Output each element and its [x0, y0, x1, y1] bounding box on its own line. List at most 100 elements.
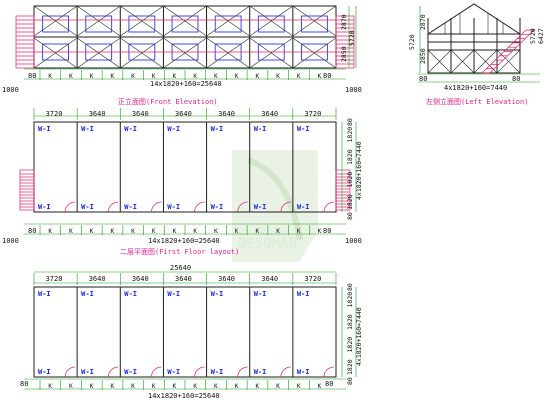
- first-floor-plan: 3720 3640 3640 3640 3640 3640 3720 W-IW-IW-IW-…: [2, 108, 363, 256]
- door-swing: [107, 366, 119, 378]
- ff-side-right: 1000: [345, 237, 362, 245]
- top-dim-label: 3640: [132, 275, 149, 283]
- front-k-label: K: [276, 73, 280, 80]
- room-label-bottom: W-I: [38, 368, 51, 376]
- left-base-total: 4x1820+160=7440: [444, 84, 507, 92]
- room-label-bottom: W-I: [167, 368, 180, 376]
- room-label-top: W-I: [254, 125, 267, 133]
- front-bracing: [120, 5, 164, 69]
- front-side-left: 1000: [2, 86, 19, 94]
- k-label: K: [131, 383, 135, 390]
- front-dim-total: 5720: [348, 30, 356, 46]
- room-label-bottom: W-I: [38, 203, 51, 211]
- top-dim-label: 3640: [261, 275, 278, 283]
- room-label-bottom: W-I: [124, 203, 137, 211]
- k-label: K: [256, 383, 260, 390]
- left-dim-right-b: 6427: [537, 28, 545, 44]
- front-elevation: K K K K K K K K K K K K K K 80 80 14x1820+160=25640 1…: [2, 5, 362, 106]
- room-label-bottom: W-I: [254, 368, 267, 376]
- left-stair-flight: [481, 29, 535, 74]
- top-dim-label: 3720: [46, 275, 63, 283]
- front-k-label: K: [297, 73, 301, 80]
- right-dim-label: 80: [346, 283, 354, 291]
- front-title: 正立面图(Front Elevation): [118, 97, 218, 106]
- room-label-bottom: W-I: [124, 368, 137, 376]
- k-label: K: [152, 383, 156, 390]
- watermark-text: DESOMAN: [238, 236, 297, 252]
- plan-stair-frame: [19, 169, 35, 211]
- room-label-bottom: W-I: [81, 368, 94, 376]
- left-title: 左侧立面图(Left Elevation): [426, 97, 528, 106]
- front-k-label: K: [48, 73, 52, 80]
- top-dim-label: 3640: [218, 110, 235, 118]
- k-label: K: [214, 228, 218, 235]
- ground-floor-top-dims: 3720 3640 3640 3640 3640 3640 3720: [33, 273, 337, 285]
- left-dim-right-a: 5720: [529, 28, 537, 44]
- plan-stair-frame: [335, 169, 351, 211]
- front-bracing: [292, 5, 337, 69]
- front-side-right: 1000: [345, 86, 362, 94]
- room-label-bottom: W-I: [167, 203, 180, 211]
- room-label-bottom: W-I: [297, 203, 310, 211]
- room-label-top: W-I: [124, 290, 137, 298]
- left-bracing: [427, 49, 452, 74]
- left-dim-total: 5720: [408, 34, 416, 50]
- room-label-top: W-I: [211, 125, 224, 133]
- k-label: K: [90, 383, 94, 390]
- top-dim-label: 3640: [261, 110, 278, 118]
- door-swing: [151, 201, 162, 213]
- k-label: K: [193, 228, 197, 235]
- k-label: K: [235, 228, 239, 235]
- right-dim-label: 1820: [346, 314, 354, 330]
- top-dim-label: 3640: [89, 275, 106, 283]
- door-swing: [280, 201, 291, 213]
- right-dim-label: 80: [346, 377, 354, 385]
- k-label: K: [318, 383, 322, 390]
- ff-right-total: 4x1820+160=7440: [355, 141, 363, 200]
- k-label: K: [131, 228, 135, 235]
- room-label-top: W-I: [167, 125, 180, 133]
- front-k-label: K: [152, 73, 156, 80]
- gf-end-left: 80: [20, 380, 28, 388]
- front-window-upper: [301, 15, 328, 33]
- door-swing: [323, 366, 335, 378]
- door-swing: [237, 201, 248, 213]
- front-bracing: [163, 5, 207, 69]
- ground-floor-outline: [33, 286, 337, 378]
- right-dim-label: 1820: [346, 172, 354, 188]
- k-label: K: [173, 228, 177, 235]
- ground-floor-plan: 25640 3720 3640 3640 3640 3640 3640 3720 W-IW-…: [20, 264, 363, 400]
- room-label-top: W-I: [297, 290, 310, 298]
- right-dim-label: 1820: [346, 127, 354, 143]
- k-label: K: [48, 228, 52, 235]
- room-label-bottom: W-I: [297, 368, 310, 376]
- left-bracing: [473, 49, 498, 74]
- room-label-top: W-I: [167, 290, 180, 298]
- k-label: K: [111, 383, 115, 390]
- ff-side-left: 1000: [2, 237, 19, 245]
- room-label-top: W-I: [211, 290, 224, 298]
- front-stairs-right: [335, 15, 355, 69]
- right-dim-label: 1820: [346, 359, 354, 375]
- k-label: K: [256, 228, 260, 235]
- front-k-label: K: [235, 73, 239, 80]
- door-swing: [280, 366, 291, 378]
- front-window-upper: [257, 15, 285, 33]
- stair-frame: [335, 15, 355, 69]
- top-dim-label: 3640: [218, 275, 235, 283]
- k-label: K: [214, 383, 218, 390]
- front-bracing: [249, 5, 294, 69]
- front-bracing: [76, 5, 121, 69]
- front-bracing: [206, 5, 250, 69]
- front-k-label: K: [256, 73, 260, 80]
- front-base-total: 14x1820+160=25640: [150, 80, 222, 88]
- first-floor-title: 二层平面图(First Floor layout): [120, 248, 239, 256]
- right-dim-label: 1820: [346, 194, 354, 210]
- front-k-label: K: [69, 73, 73, 80]
- top-dim-label: 3720: [304, 275, 321, 283]
- door-swing: [107, 201, 119, 213]
- front-window-upper: [42, 15, 69, 33]
